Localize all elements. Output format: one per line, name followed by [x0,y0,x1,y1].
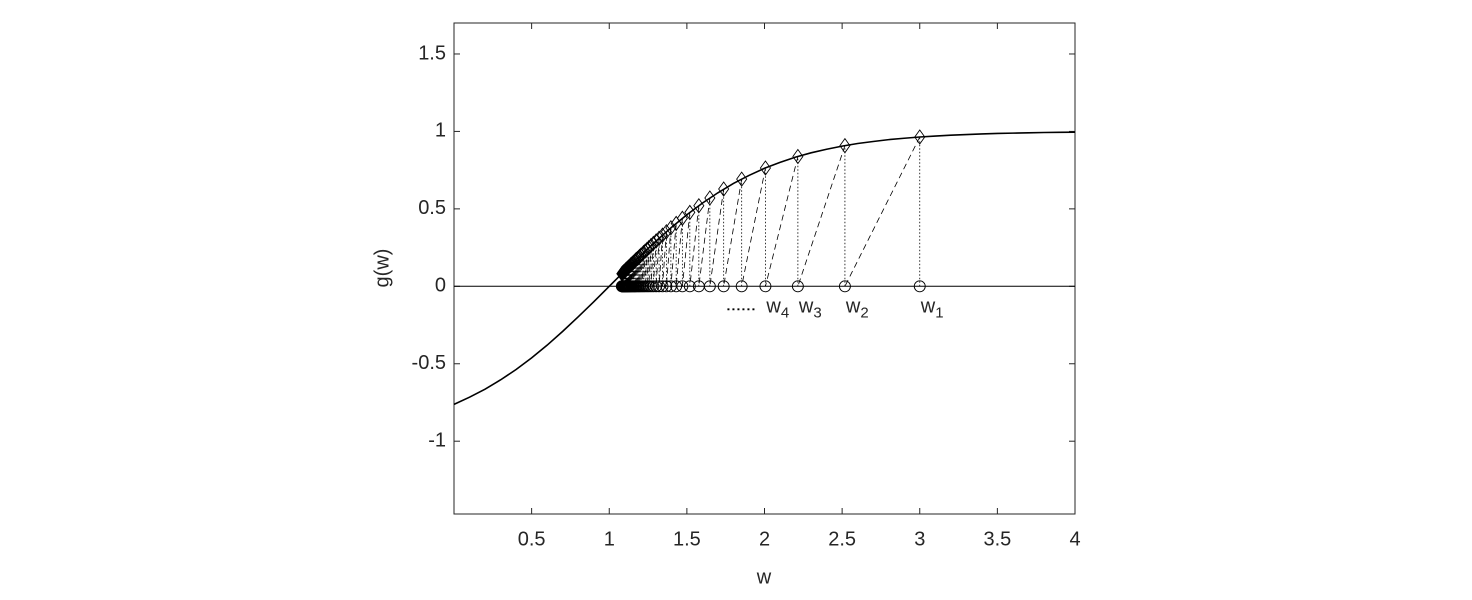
annotation-subscript: 4 [781,304,789,321]
y-tick-label: 1.5 [418,42,446,64]
annotation-label: w [765,296,781,318]
x-tick-label: 1.5 [673,528,701,550]
step-line [724,179,742,286]
y-tick-label: 1 [435,120,446,142]
annotation-subscript: 3 [813,304,821,321]
x-tick-label: 3.5 [983,528,1011,550]
y-tick-label: -0.5 [412,352,446,374]
step-line [845,137,920,286]
y-tick-label: 0.5 [418,197,446,219]
x-tick-label: 3 [914,528,925,550]
annotation: w3 [798,296,822,322]
annotation: w4 [765,296,789,322]
step-line [765,157,797,287]
annotation: w1 [920,296,944,322]
x-tick-label: 2 [759,528,770,550]
plot-area [454,23,1075,514]
annotation-label: w [845,296,861,318]
x-tick-label: 4 [1069,528,1080,550]
x-tick-label: 0.5 [518,528,546,550]
y-tick-label: 0 [435,275,446,297]
y-tick-label: -1 [428,429,446,451]
annotation-subscript: 2 [860,304,868,321]
x-tick-label: 2.5 [828,528,856,550]
x-tick-label: 1 [604,528,615,550]
annotation-label: w [920,296,936,318]
x-axis-label: w [756,566,772,588]
annotation-label: w [798,296,814,318]
y-axis-label: g(w) [371,249,393,288]
step-line [798,146,845,287]
step-line [710,189,724,286]
step-line [671,223,676,286]
annotation-subscript: 1 [935,304,943,321]
annotation: w2 [845,296,869,322]
step-line [699,198,710,286]
step-line [742,168,766,286]
